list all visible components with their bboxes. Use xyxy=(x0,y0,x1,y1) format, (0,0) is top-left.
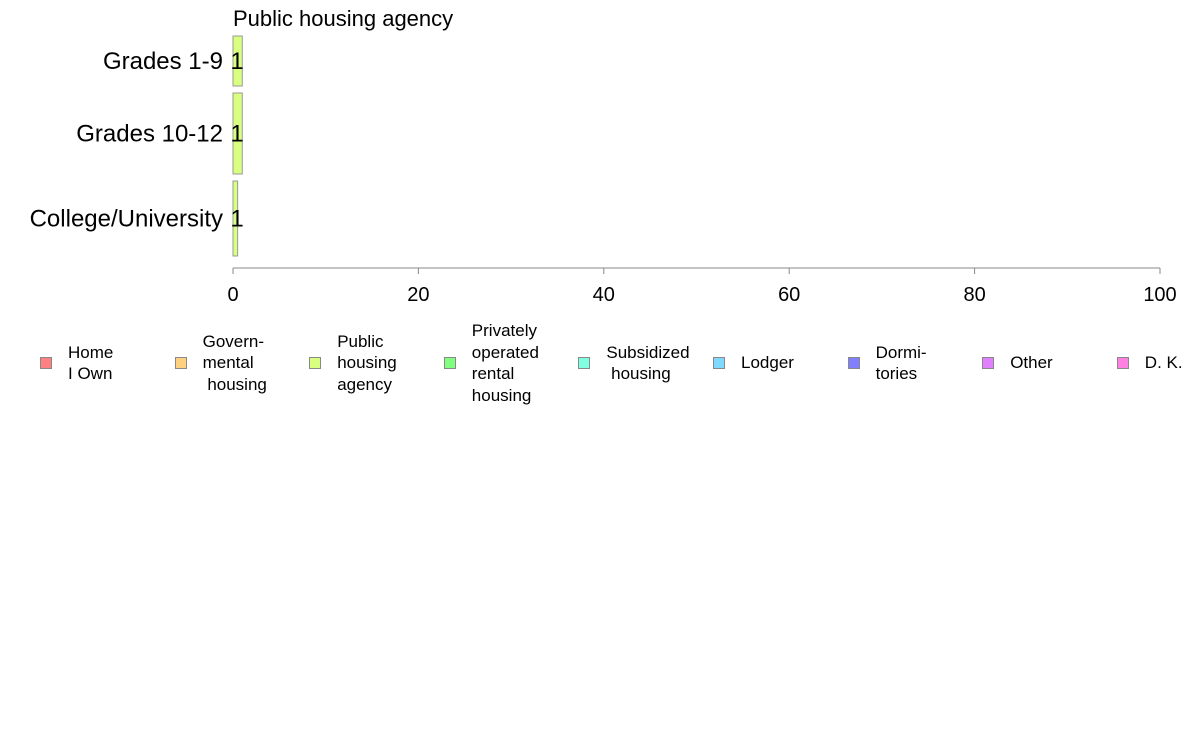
legend-label: Public housing agency xyxy=(337,331,397,394)
chart-title: Public housing agency xyxy=(233,6,453,31)
x-tick-label: 80 xyxy=(963,284,985,306)
legend-label: Other xyxy=(1010,353,1053,373)
x-axis: 0 20 40 60 80 100 xyxy=(227,267,1177,306)
bars-group: Grades 1-9 1 Grades 10-12 1 College/Universi… xyxy=(30,35,244,257)
legend-label: D. K. xyxy=(1144,353,1183,373)
legend-label: Dormi- tories xyxy=(875,342,927,384)
legend-item: Subsidized housing xyxy=(578,318,690,408)
legend-item: Public housing agency xyxy=(309,318,397,408)
x-tick-label: 60 xyxy=(778,284,800,306)
legend-item: Privately operated rental housing xyxy=(443,318,539,408)
category-label: Grades 10-12 xyxy=(76,121,223,148)
x-tick-label: 0 xyxy=(227,284,238,306)
legend-swatch xyxy=(443,357,456,369)
legend-item: Home I Own xyxy=(40,318,113,408)
bar xyxy=(232,180,239,257)
legend-swatch xyxy=(1116,357,1129,369)
legend-item: Lodger xyxy=(713,318,794,408)
legend: Home I Own Govern- mental housing Public h… xyxy=(0,318,1188,408)
x-tick-label: 40 xyxy=(593,284,615,306)
legend-swatch xyxy=(40,357,52,369)
bar xyxy=(232,92,243,175)
legend-swatch xyxy=(982,357,995,369)
category-label: Grades 1-9 xyxy=(103,48,223,75)
legend-label: Govern- mental housing xyxy=(202,331,267,394)
legend-swatch xyxy=(174,357,187,369)
data-label: 1 xyxy=(230,48,243,75)
category-label: College/University xyxy=(30,206,223,233)
x-tick-label: 100 xyxy=(1143,284,1176,306)
legend-item: Other xyxy=(982,318,1053,408)
legend-label: Lodger xyxy=(741,353,794,373)
bar xyxy=(232,35,243,87)
legend-swatch xyxy=(309,357,322,369)
legend-item: Govern- mental housing xyxy=(174,318,267,408)
legend-label: Subsidized housing xyxy=(606,342,690,384)
data-label: 1 xyxy=(230,121,243,148)
legend-label: Home I Own xyxy=(68,342,114,384)
x-tick-label: 20 xyxy=(407,284,429,306)
legend-swatch xyxy=(713,357,725,369)
legend-swatch xyxy=(578,357,591,369)
legend-swatch xyxy=(847,357,860,369)
legend-item: Dormi- tories xyxy=(847,318,927,408)
legend-label: Privately operated rental housing xyxy=(471,321,539,405)
data-label: 1 xyxy=(230,206,243,233)
legend-item: D. K. xyxy=(1116,318,1183,408)
